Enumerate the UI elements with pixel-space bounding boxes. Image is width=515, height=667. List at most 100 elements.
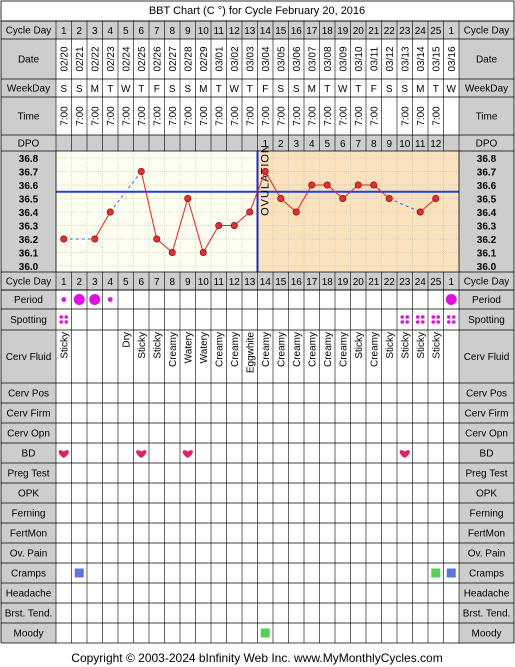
heart-icon xyxy=(399,450,410,458)
row-fertmon-label-right: FertMon xyxy=(468,529,505,540)
time-value: 7:00 xyxy=(75,106,86,126)
time-value: 7:00 xyxy=(90,106,101,126)
row-10-right-cell xyxy=(459,523,514,543)
time-label-left: Time xyxy=(18,112,40,123)
weekday-value: T xyxy=(247,84,253,95)
dpo-value: 9 xyxy=(386,139,392,150)
date-value: 03/07 xyxy=(307,46,318,71)
weekday-value: S xyxy=(169,84,176,95)
dpo-value: 5 xyxy=(324,139,330,150)
date-value: 02/24 xyxy=(121,46,132,71)
y-tick-left: 36.5 xyxy=(19,195,39,206)
weekday-value: T xyxy=(355,84,361,95)
row-15-right-cell xyxy=(459,623,514,643)
cycle-day-number-bottom: 5 xyxy=(123,277,129,288)
cycle-day-number-bottom: 13 xyxy=(244,277,256,288)
row-9-left-cell xyxy=(1,503,56,523)
row-brst-tend--label-right: Brst. Tend. xyxy=(463,609,511,620)
cycle-day-number-bottom: 12 xyxy=(229,277,241,288)
period-dot xyxy=(107,297,113,302)
row-9-right-cell xyxy=(459,503,514,523)
square-marker xyxy=(260,628,270,638)
dpo-value: 2 xyxy=(278,139,284,150)
post-ovulation-area xyxy=(257,151,459,272)
y-tick-right: 36.4 xyxy=(477,208,497,219)
weekday-value: S xyxy=(76,84,83,95)
y-tick-left: 36.1 xyxy=(19,249,39,260)
weekday-row-left-cell xyxy=(1,79,56,97)
weekday-value: F xyxy=(262,84,268,95)
cycle-day-number: 9 xyxy=(185,26,191,37)
cycle-day-number-bottom: 4 xyxy=(107,277,113,288)
weekday-value: F xyxy=(371,84,377,95)
time-value: 7:00 xyxy=(121,106,132,126)
temp-point xyxy=(184,195,192,203)
row-period-label-right: Period xyxy=(472,295,501,306)
date-value: 03/03 xyxy=(245,46,256,71)
temp-line xyxy=(94,211,111,240)
row-opk-label-left: OPK xyxy=(18,489,39,500)
y-tick-left: 36.2 xyxy=(19,235,39,246)
temp-line xyxy=(249,171,266,213)
time-value: 7:00 xyxy=(400,106,411,126)
dpo-label-right: DPO xyxy=(476,139,498,150)
spotting-dot xyxy=(59,315,64,319)
row-11-left-cell xyxy=(1,543,56,563)
temp-point xyxy=(432,195,440,203)
cycle-day-number: 23 xyxy=(399,26,411,37)
spotting-dot xyxy=(59,320,64,324)
y-tick-right: 36.3 xyxy=(477,222,497,233)
date-value: 02/22 xyxy=(90,46,101,71)
row-cerv-fluid-label-right: Cerv Fluid xyxy=(464,352,510,363)
temp-line xyxy=(202,225,220,253)
spotting-dot xyxy=(446,320,451,324)
row-ov-pain-label-left: Ov. Pain xyxy=(10,549,48,560)
temp-line xyxy=(171,198,189,253)
row-ferning-label-left: Ferning xyxy=(12,509,46,520)
cycle-day-bottom-label-right: Cycle Day xyxy=(464,277,510,288)
time-value: 7:00 xyxy=(354,106,365,126)
time-value: 7:00 xyxy=(106,106,117,126)
chart-title: BBT Chart (C °) for Cycle February 20, 2… xyxy=(149,5,365,17)
time-value: 7:00 xyxy=(276,106,287,126)
temp-point xyxy=(277,195,285,203)
spotting-dot xyxy=(431,320,436,324)
date-value: 02/29 xyxy=(199,46,210,71)
time-value: 7:00 xyxy=(183,106,194,126)
cycle-day-number: 20 xyxy=(353,26,365,37)
cerv-fluid-value: Watery xyxy=(199,332,210,363)
cycle-day-number: 3 xyxy=(92,26,98,37)
date-value: 02/20 xyxy=(59,46,70,71)
weekday-label-left: WeekDay xyxy=(7,84,50,95)
temp-point xyxy=(246,208,254,216)
y-tick-right: 36.7 xyxy=(477,168,497,179)
cycle-day-number: 8 xyxy=(169,26,175,37)
cerv-fluid-value: Watery xyxy=(183,332,194,363)
row-moody-label-right: Moody xyxy=(471,629,501,640)
temp-point xyxy=(60,235,68,243)
cycle-day-number: 15 xyxy=(275,26,287,37)
dpo-value: 8 xyxy=(371,139,377,150)
row-14-left-cell xyxy=(1,603,56,623)
weekday-value: S xyxy=(293,84,300,95)
date-value: 03/11 xyxy=(369,46,380,71)
cerv-fluid-value: Creamy xyxy=(230,332,241,367)
period-dot xyxy=(445,294,457,305)
weekday-value: M xyxy=(416,84,424,95)
cycle-day-number-bottom: 2 xyxy=(76,277,82,288)
cycle-day-number-bottom: 8 xyxy=(169,277,175,288)
row-bd-label-right: BD xyxy=(480,449,494,460)
spotting-dot xyxy=(436,320,441,324)
weekday-value: F xyxy=(154,84,160,95)
weekday-value: S xyxy=(277,84,284,95)
date-value: 03/09 xyxy=(338,46,349,71)
row-15-left-cell xyxy=(1,623,56,643)
row-headache-label-right: Headache xyxy=(464,589,510,600)
cycle-day-bottom-label-left: Cycle Day xyxy=(6,277,52,288)
y-tick-left: 36.6 xyxy=(19,181,39,192)
date-value: 03/10 xyxy=(354,46,365,71)
cycle-day-number: 10 xyxy=(198,26,210,37)
weekday-value: T xyxy=(107,84,113,95)
temp-point xyxy=(308,181,316,189)
weekday-value: W xyxy=(447,84,457,95)
